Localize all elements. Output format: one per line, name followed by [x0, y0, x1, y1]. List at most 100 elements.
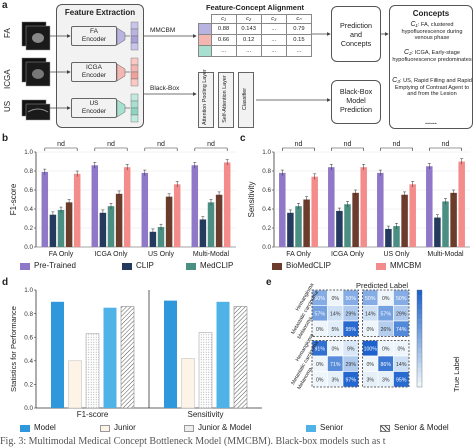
colorbar-step: [417, 319, 422, 325]
bar-clip: [434, 217, 441, 247]
confusion-cell-value: 0%: [367, 362, 375, 368]
confusion-cell-value: 0%: [332, 346, 340, 352]
confusion-cell-value: 9%: [347, 346, 355, 352]
sensitivity-chart: 0.0 0.2 0.4 0.6 0.8 1.0 Sensitivity nd FA Only nd…: [247, 141, 470, 258]
bar-medclip: [57, 209, 65, 247]
alignment-header: cₙ: [285, 14, 313, 24]
x-category-label: US Only: [148, 251, 175, 258]
colorbar-step: [417, 377, 422, 383]
colorbar-step: [417, 314, 422, 320]
legend-swatch-junior-model: [184, 425, 194, 432]
confusion-cell-value: 14%: [396, 362, 407, 368]
bar-biomedclip: [115, 193, 123, 247]
bar-biomedclip: [65, 202, 73, 247]
y-tick-label: 0.4: [24, 206, 33, 213]
x-category-label: US Only: [383, 251, 410, 258]
confusion-cell-value: 26%: [381, 327, 392, 333]
legend-swatch-clip: [122, 263, 132, 270]
bar-pre-trained: [191, 165, 199, 247]
colorbar-step: [417, 343, 422, 349]
confusion-cell-value: 29%: [346, 311, 357, 317]
alignment-cell: ...: [285, 45, 313, 57]
y-tick-label: 0.2: [262, 225, 271, 232]
colorbar-step: [417, 323, 422, 330]
x-category-label: Multi-Modal: [193, 251, 230, 258]
mmcbm-path-label: MMCBM: [150, 27, 176, 34]
bar-pre-trained: [279, 172, 286, 247]
bar-clip: [99, 212, 107, 247]
confusion-matrix: 50% 0% 50% 57% 14% 29% 0% 5% 95% 50% 0% 50% 14% 57% 29…: [290, 282, 423, 391]
confusion-cell-value: 14%: [365, 311, 376, 317]
charts-bc: 0.0 0.2 0.4 0.6 0.8 1.0 F1-score nd FA Only nd ICG…: [9, 141, 470, 258]
y-tick-label: 0.4: [262, 206, 271, 213]
y-tick-label: 0.8: [24, 168, 33, 175]
colorbar-step: [417, 290, 422, 296]
bar-pre-trained: [426, 166, 433, 247]
concept-1-text: : FA, clustered hypofluorescence during …: [401, 22, 463, 42]
icga-encoder-line1: ICGA: [86, 64, 102, 71]
legend-label-junior-model: Junior & Model: [198, 423, 252, 432]
y-tick-label: 0.4: [24, 358, 33, 365]
significance-label: nd: [295, 141, 303, 148]
bar-biomedclip: [165, 196, 173, 247]
legend-swatch-pretrained: [20, 263, 30, 270]
concept-3-text: : US, Rapid Filling and Rapid Emptying o…: [394, 78, 472, 98]
bar-clip: [199, 219, 207, 247]
colorbar-step: [417, 372, 422, 378]
concept-1-label: C₁: [410, 21, 418, 28]
bar-mmcbm: [73, 173, 81, 247]
predicted-label-title: Predicted Label: [355, 281, 409, 290]
feature-vector-icga: [130, 57, 139, 87]
colorbar-border: [416, 289, 423, 388]
x-category-label: Multi-Modal: [427, 251, 464, 258]
alignment-title: Feature-Concept Alignment: [205, 3, 305, 12]
concepts-title: Concepts: [412, 9, 450, 18]
legend-swatch-senior: [306, 425, 316, 432]
prediction-concepts-box: Prediction and Concepts: [331, 6, 381, 62]
panel-b-letter: b: [2, 133, 9, 144]
us-encoder-line2: Encoder: [81, 107, 107, 115]
confusion-cell-value: 0%: [316, 377, 324, 383]
confusion-cell-value: 74%: [396, 327, 407, 333]
modality-images: [21, 21, 51, 121]
confusion-cell-value: 95%: [396, 377, 407, 383]
significance-label: nd: [57, 141, 65, 148]
confusion-cell-value: 14%: [330, 311, 341, 317]
y-axis-label: F1-score: [9, 183, 18, 215]
bar-mmcbm: [223, 162, 231, 247]
alignment-cell: 0.79: [285, 23, 313, 35]
concept-1: C₁: FA, clustered hypofluorescence durin…: [392, 21, 472, 42]
attention-pooling-layer-label: Attention Pooling Layer: [202, 69, 208, 125]
fa-encoder: FA Encoder: [71, 26, 117, 46]
confusion-block-border: [362, 289, 410, 337]
confusion-cell-value: 91%: [315, 346, 326, 352]
confusion-cell-value: 0%: [316, 362, 324, 368]
confusion-matrix-svg: 50% 0% 50% 57% 14% 29% 0% 5% 95% 50% 0% 50% 14% 57% 29…: [290, 282, 423, 391]
significance-label: nd: [344, 141, 352, 148]
icga-image-stack: [21, 57, 51, 87]
legend-swatch-junior: [100, 425, 110, 432]
bar-medclip: [207, 202, 215, 247]
alignment-cell: 0.15: [285, 34, 313, 46]
blackbox-prediction-label: Black-Box Model Prediction: [339, 87, 373, 114]
legend-label-junior: Junior: [114, 423, 136, 432]
bar-senior: [103, 307, 117, 408]
chart-d-svg: 0.0 0.2 0.4 0.6 0.8 1.0 Statistics for Perform…: [9, 287, 262, 419]
alignment-cell: ...: [260, 45, 287, 57]
bar-model: [164, 300, 177, 408]
confusion-cell-value: 71%: [330, 362, 341, 368]
confusion-cell-value: 29%: [346, 362, 357, 368]
bar-pre-trained: [377, 172, 384, 247]
legend-label-mmcbm: MMCBM: [390, 261, 422, 270]
panel-a-connectors: [50, 21, 389, 123]
legend-swatch-senior-model: [380, 425, 390, 432]
legend-swatch-mmcbm: [376, 263, 386, 270]
alignment-row-swatch-fa: [198, 23, 212, 35]
colorbar-step: [417, 353, 422, 359]
y-tick-label: 0.8: [24, 311, 33, 318]
x-category-label: FA Only: [286, 251, 311, 258]
classifier-layer: Classifier: [238, 72, 254, 128]
y-tick-label: 0.6: [262, 187, 271, 194]
confusion-cell-value: 3%: [367, 377, 375, 383]
bar-pre-trained: [91, 165, 99, 247]
